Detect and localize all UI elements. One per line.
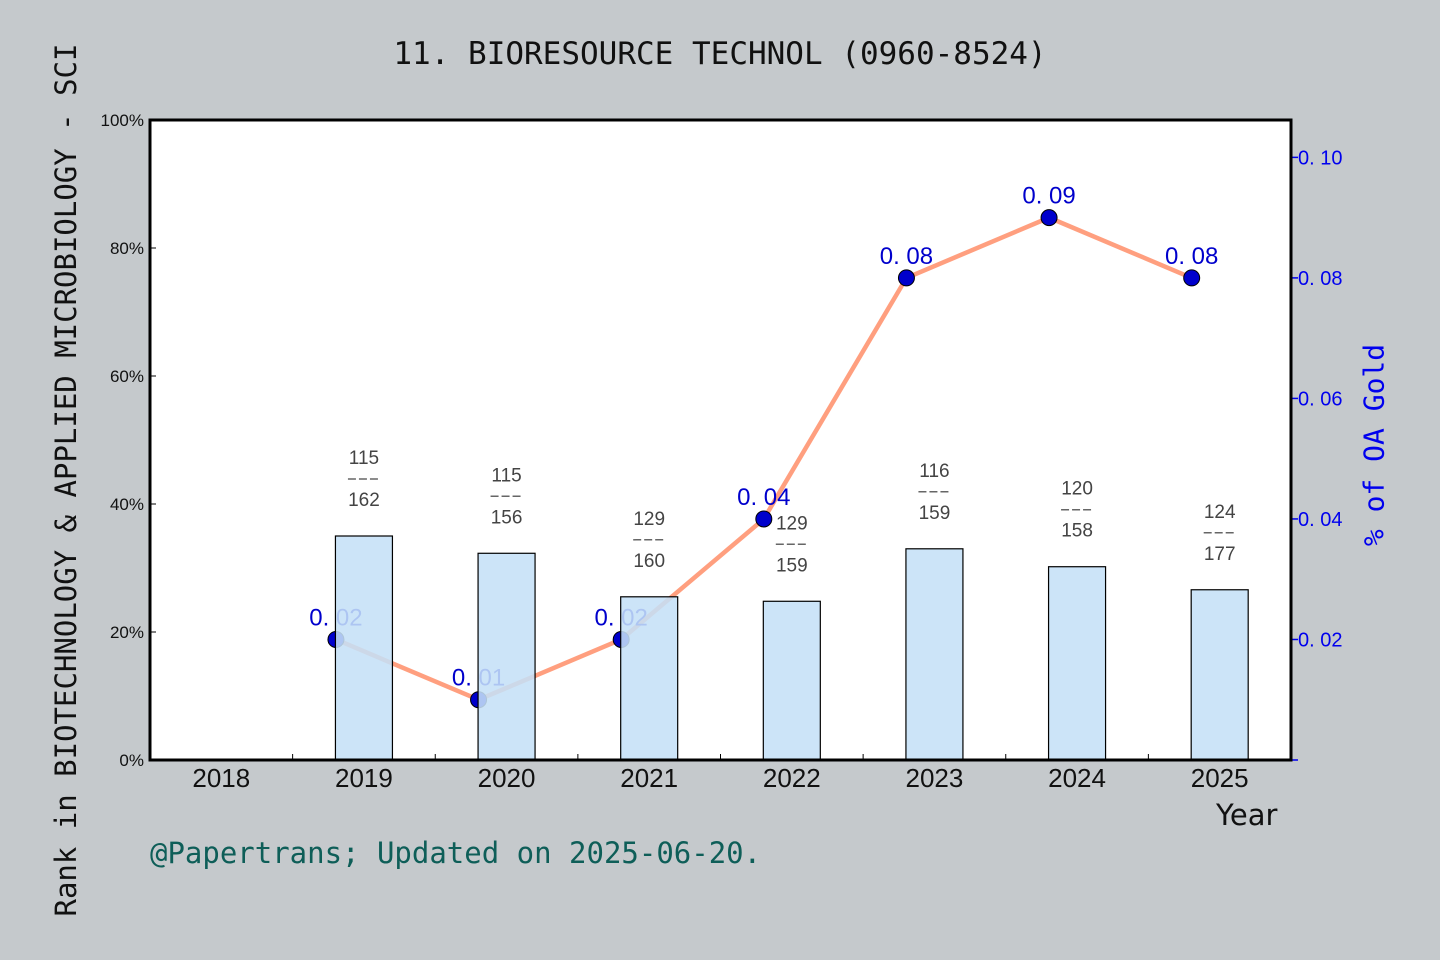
- rank-bar: [334, 535, 394, 761]
- right-tick-label: 0. 06: [1298, 388, 1342, 410]
- oa-point-label: 0. 09: [1022, 183, 1075, 210]
- bar-rank-label: 115: [349, 448, 379, 469]
- rank-bar: [1190, 589, 1249, 761]
- oa-point-marker: [755, 510, 773, 528]
- bar-total-label: 160: [633, 551, 665, 572]
- bar-rank-label: 120: [1061, 479, 1093, 500]
- rank-bar: [1047, 566, 1107, 761]
- footer-credit: @Papertrans; Updated on 2025-06-20.: [150, 836, 762, 870]
- rank-bar: [762, 600, 821, 761]
- x-tick-label: 2020: [478, 763, 536, 793]
- right-tick-label: 0. 04: [1298, 509, 1342, 531]
- bar-total-label: 162: [348, 490, 380, 511]
- bar-total-label: 156: [491, 507, 523, 528]
- x-axis: 2018 2019 2020 2021 2022 2023 2024 2025: [192, 754, 1249, 793]
- right-tick-label: 0. 10: [1298, 147, 1342, 169]
- oa-point-marker: [1040, 209, 1058, 227]
- rank-bar: [477, 552, 536, 761]
- x-tick-label: 2023: [906, 763, 964, 793]
- bar-total-label: 158: [1061, 521, 1093, 542]
- right-axis: 0. 02 0. 04 0. 06 0. 08 0. 10: [1291, 147, 1342, 761]
- x-tick-label: 2025: [1191, 763, 1249, 793]
- bar-rank-label: 129: [633, 509, 665, 530]
- x-tick-label: 2018: [192, 763, 250, 793]
- oa-point-label: 0. 08: [1165, 243, 1218, 270]
- bar-rank-label: 124: [1204, 502, 1236, 523]
- x-tick-label: 2022: [763, 763, 821, 793]
- oa-point-marker: [1183, 269, 1201, 287]
- left-tick-label: 0%: [119, 751, 144, 770]
- bar-total-label: 159: [776, 555, 808, 576]
- plot-area: [150, 120, 1291, 760]
- left-tick-label: 40%: [110, 495, 144, 514]
- x-tick-label: 2019: [335, 763, 393, 793]
- right-tick-label: 0. 08: [1298, 268, 1342, 290]
- bar-rank-label: 129: [776, 513, 808, 534]
- x-tick-label: 2021: [620, 763, 678, 793]
- right-tick-label: 0. 02: [1298, 629, 1342, 651]
- plot-border: [148, 118, 1293, 762]
- left-tick-label: 100%: [101, 111, 144, 130]
- bar-total-label: 177: [1204, 544, 1236, 565]
- left-tick-label: 80%: [110, 239, 144, 258]
- data-labels: 115 162 115 156 129 160 129 159 116 159 120 158 124 1…: [347, 448, 1236, 576]
- rank-bar: [620, 596, 679, 761]
- oa-point-marker: [897, 269, 915, 287]
- oa-point-label: 0. 08: [880, 243, 933, 270]
- x-tick-label: 2024: [1048, 763, 1106, 793]
- left-axis: 0% 20% 40% 60% 80% 100%: [101, 111, 156, 770]
- oa-point-label: 0. 04: [737, 484, 790, 511]
- x-axis-label: Year: [1216, 798, 1278, 832]
- bar-total-label: 159: [919, 503, 951, 524]
- bar-rank-label: 116: [919, 461, 949, 482]
- left-tick-label: 20%: [110, 623, 144, 642]
- left-tick-label: 60%: [110, 367, 144, 386]
- chart-title: 11. BIORESOURCE TECHNOL (0960-8524): [393, 36, 1047, 72]
- rank-bar: [905, 548, 964, 761]
- bar-rank-label: 115: [491, 465, 521, 486]
- rank-bars: [334, 535, 1249, 761]
